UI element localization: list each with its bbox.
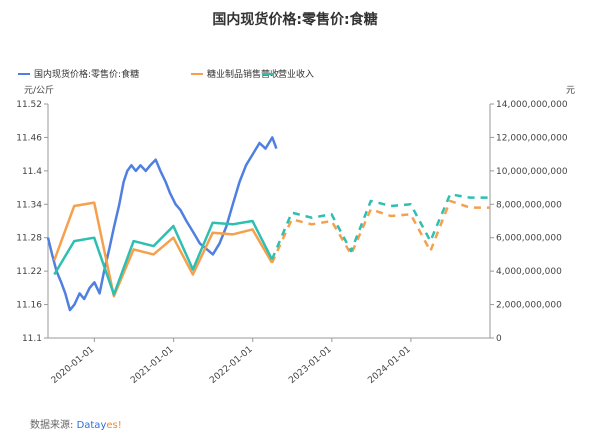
x-tick-label: 2020-01-01: [50, 345, 97, 386]
left-tick-label: 11.34: [16, 200, 42, 210]
right-tick-label: 6,000,000,000: [496, 234, 562, 244]
left-tick-label: 11.1: [22, 334, 42, 344]
left-tick-label: 11.16: [16, 301, 42, 311]
source-label: 数据来源:: [30, 420, 74, 431]
x-tick-label: 2021-01-01: [129, 345, 176, 386]
right-tick-label: 0: [496, 334, 502, 344]
left-axis-unit: 元/公斤: [24, 85, 54, 96]
series-line-price: [46, 136, 278, 312]
source-brand-a[interactable]: Datay: [76, 420, 107, 431]
x-tick-label: 2024-01-01: [366, 345, 413, 386]
series-line-sugar-revenue-forecast: [270, 199, 490, 264]
series-line-operating-revenue-forecast: [270, 193, 490, 260]
right-axis-unit: 元: [566, 86, 575, 96]
axes: 11.1 11.16 11.22 11.28 11.34 11.4 11.46 11.52 0 2…: [16, 100, 568, 386]
legend-label-price: 国内现货价格:零售价:食糖: [34, 68, 139, 80]
right-tick-label: 14,000,000,000: [496, 100, 568, 110]
right-tick-label: 2,000,000,000: [496, 301, 562, 311]
left-tick-label: 11.4: [22, 167, 42, 177]
series-line-sugar-revenue: [53, 201, 274, 298]
right-tick-label: 12,000,000,000: [496, 133, 568, 143]
legend-label-sugar-revenue: 糖业制品销售营收: [207, 68, 279, 80]
x-tick-label: 2023-01-01: [287, 345, 334, 386]
legend-item-operating-revenue[interactable]: 营业收入: [262, 68, 314, 80]
left-tick-label: 11.28: [16, 234, 42, 244]
right-tick-label: 10,000,000,000: [496, 167, 568, 177]
left-tick-label: 11.52: [16, 100, 42, 110]
series-line-operating-revenue: [53, 219, 274, 296]
chart-title: 国内现货价格:零售价:食糖: [212, 11, 377, 28]
legend-item-sugar-revenue[interactable]: 糖业制品销售营收: [191, 68, 279, 80]
series-layer: [46, 136, 490, 312]
legend-label-operating-revenue: 营业收入: [278, 68, 314, 80]
left-tick-label: 11.46: [16, 133, 42, 143]
source-brand-b[interactable]: es!: [106, 420, 122, 431]
data-source: 数据来源: Datayes!: [30, 416, 122, 431]
legend-item-price[interactable]: 国内现货价格:零售价:食糖: [18, 68, 139, 80]
right-tick-label: 8,000,000,000: [496, 200, 562, 210]
right-tick-label: 4,000,000,000: [496, 267, 562, 277]
x-tick-label: 2022-01-01: [208, 345, 255, 386]
left-tick-label: 11.22: [16, 267, 42, 277]
chart-legend: 国内现货价格:零售价:食糖 糖业制品销售营收 营业收入: [18, 68, 314, 80]
